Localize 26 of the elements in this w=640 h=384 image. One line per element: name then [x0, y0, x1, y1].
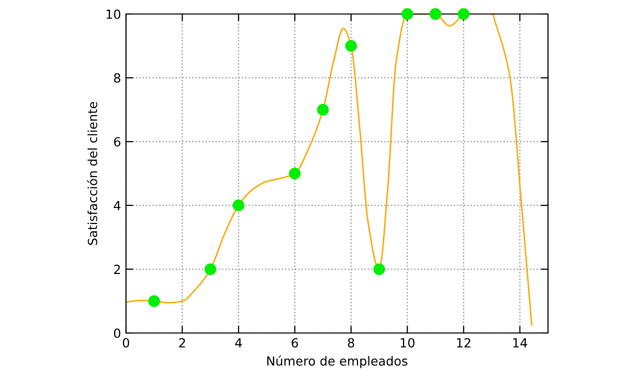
- point: [232, 200, 244, 212]
- point: [458, 8, 470, 20]
- point: [204, 263, 216, 276]
- x-axis-title: Número de empleados: [267, 356, 408, 368]
- y-axis-title: Satisfacción del cliente: [87, 102, 98, 245]
- y-tick-label: 4: [114, 201, 120, 210]
- point: [430, 8, 442, 20]
- point: [401, 8, 414, 20]
- x-tick-label: 14: [513, 338, 528, 348]
- point: [148, 295, 160, 307]
- x-tick-label: 12: [457, 338, 470, 348]
- y-tick-label: 8: [114, 73, 120, 83]
- y-tick-label: 2: [114, 264, 120, 274]
- x-tick-label: 6: [292, 338, 298, 348]
- y-tick-label: 10: [106, 9, 120, 19]
- x-tick-label: 10: [400, 338, 414, 348]
- x-tick-label: 2: [179, 338, 185, 348]
- x-tick-label: 8: [348, 338, 354, 348]
- point: [345, 40, 357, 52]
- point: [373, 263, 386, 276]
- y-tick-label: 0: [114, 328, 120, 338]
- point: [317, 104, 329, 116]
- x-tick-label: 0: [122, 338, 130, 348]
- y-tick-label: 6: [114, 137, 120, 147]
- point: [288, 168, 301, 180]
- x-tick-label: 4: [235, 338, 242, 348]
